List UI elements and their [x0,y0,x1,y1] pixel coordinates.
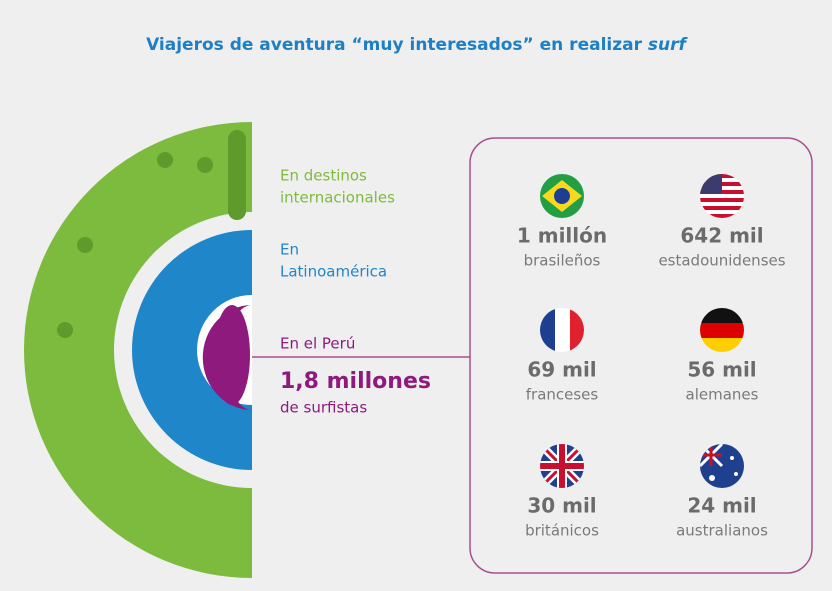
flag-usa [700,174,744,218]
person-icon [197,157,213,173]
person-icon [57,322,73,338]
country-amount: 1 millón [517,224,607,248]
flag-uk [540,444,584,488]
surfboard-icon [228,130,246,220]
flag-brazil [540,174,584,218]
country-nationality: estadounidenses [658,252,785,270]
ring-label: En el Perú [280,335,355,353]
country-amount: 69 mil [527,358,596,382]
title-text: Viajeros de aventura “muy interesados” e… [146,35,643,55]
ring-label: internacionales [280,189,395,207]
surfboard [214,305,250,405]
ring-label: Latinoamérica [280,263,387,281]
title: Viajeros de aventura “muy interesados” e… [146,35,688,55]
country-amount: 642 mil [680,224,763,248]
infographic: Viajeros de aventura “muy interesados” e… [0,0,832,591]
country-nationality: brasileños [524,252,601,270]
country-nationality: alemanes [686,386,759,404]
country-amount: 30 mil [527,494,596,518]
country-nationality: franceses [526,386,599,404]
title-emphasis: surf [648,35,689,55]
country-nationality: australianos [676,522,768,540]
person-icon [157,152,173,168]
page: Viajeros de aventura “muy interesados” e… [0,0,832,591]
caption: de surfistas [280,399,367,417]
ring-label: En [280,241,299,259]
country-amount: 24 mil [687,494,756,518]
person-icon [77,237,93,253]
flag-australia [700,444,744,488]
ring-label: En destinos [280,167,367,185]
highlight: 1,8 millones [280,369,431,394]
country-amount: 56 mil [687,358,756,382]
country-nationality: británicos [525,522,599,540]
